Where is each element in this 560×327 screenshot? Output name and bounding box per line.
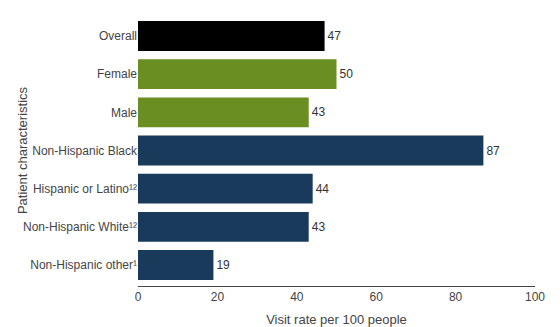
svg-text:100: 100 bbox=[525, 290, 545, 304]
svg-text:0: 0 bbox=[135, 290, 142, 304]
svg-text:50: 50 bbox=[340, 67, 354, 81]
svg-text:Non-Hispanic White¹²: Non-Hispanic White¹² bbox=[23, 220, 137, 234]
svg-text:44: 44 bbox=[316, 182, 330, 196]
svg-text:43: 43 bbox=[312, 105, 326, 119]
svg-text:Female: Female bbox=[97, 67, 137, 81]
svg-text:60: 60 bbox=[370, 290, 384, 304]
svg-text:Visit rate per 100 people: Visit rate per 100 people bbox=[266, 312, 407, 327]
svg-text:Overall: Overall bbox=[99, 29, 137, 43]
svg-text:80: 80 bbox=[449, 290, 463, 304]
svg-text:87: 87 bbox=[486, 144, 500, 158]
svg-text:Male: Male bbox=[111, 106, 137, 120]
svg-text:Hispanic or Latino¹²: Hispanic or Latino¹² bbox=[33, 182, 137, 196]
svg-text:40: 40 bbox=[290, 290, 304, 304]
svg-text:Patient characteristics: Patient characteristics bbox=[15, 86, 30, 214]
svg-text:47: 47 bbox=[328, 29, 342, 43]
svg-text:Non-Hispanic Black: Non-Hispanic Black bbox=[32, 144, 138, 158]
svg-text:43: 43 bbox=[312, 220, 326, 234]
svg-text:Non-Hispanic other¹: Non-Hispanic other¹ bbox=[30, 258, 137, 272]
svg-text:19: 19 bbox=[216, 258, 230, 272]
svg-text:20: 20 bbox=[211, 290, 225, 304]
